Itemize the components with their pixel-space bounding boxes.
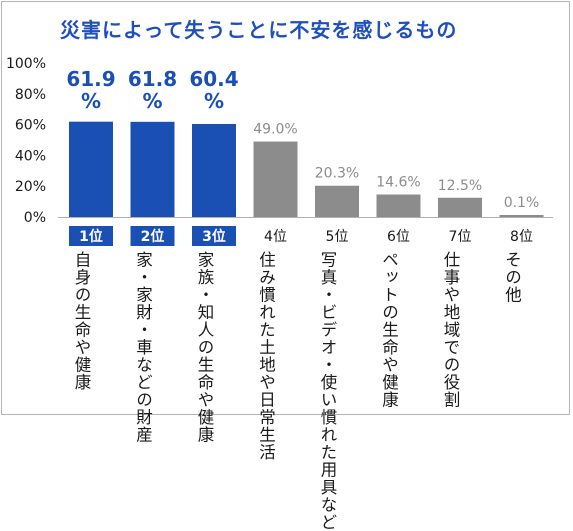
y-tick-label: 60% [15,118,46,134]
rank-label: 4位 [264,229,287,245]
bar [253,141,298,217]
rank-label: 5位 [326,229,349,245]
rank-badge [192,226,236,246]
bar [192,123,236,217]
chart-title: 災害によって失うことに不安を感じるもの [60,18,458,42]
category-label: 家・家財・車などの財産 [133,251,153,444]
rank-label: 3位 [202,228,226,245]
bar [438,197,482,217]
value-label: 49.0% [253,122,297,138]
y-tick-label: 0% [24,210,46,226]
bar [130,121,175,217]
category-label: 写真・ビデオ・使い慣れた用具など [318,251,337,531]
bar [69,121,113,217]
category-label: その他 [502,251,522,304]
rank-label: 2位 [141,228,165,245]
y-tick-label: 100% [6,56,46,72]
category-label: ペットの生命や健康 [379,251,399,409]
bar [315,185,359,217]
y-tick-label: 40% [15,148,46,164]
category-label: 住み慣れた土地や日常生活 [256,251,276,461]
y-tick-label: 80% [15,87,46,103]
value-label: 0.1% [504,195,540,211]
value-label: 20.3% [315,166,359,182]
value-label: 61.8% [128,67,177,113]
rank-label: 1位 [79,228,103,245]
rank-label: 6位 [387,229,410,245]
rank-badge [130,226,175,246]
value-label: 12.5% [438,178,482,194]
rank-badge [69,226,113,246]
y-tick-label: 20% [15,179,46,195]
rank-label: 8位 [510,229,533,245]
bar-chart: 0% 20% 40% 60% 80% 100% 61.9 % 1位 61.8 % 2位 60.4 % 3位 4… [6,56,553,246]
category-label: 自身の生命や健康 [72,251,91,391]
value-label: 14.6% [376,175,420,191]
value-label: 60.4% [189,67,238,113]
value-label: 61.9% [66,67,115,113]
rank-label: 7位 [449,229,472,245]
category-label: 仕事や地域での役割 [441,251,460,409]
category-label: 家族・知人の生命や健康 [195,251,214,444]
bar [376,194,421,217]
bar [499,215,544,217]
